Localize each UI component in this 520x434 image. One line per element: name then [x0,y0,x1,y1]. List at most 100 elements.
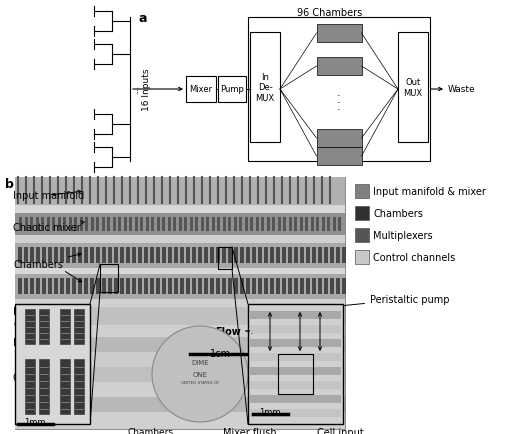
Bar [184,217,187,231]
Bar [180,247,184,263]
Bar [66,278,70,294]
Bar [306,247,310,263]
Bar [398,33,428,143]
Bar [25,359,35,414]
Bar [264,247,268,263]
Bar [218,77,246,103]
Bar [126,247,130,263]
Bar [282,247,286,263]
Bar [112,217,115,231]
Bar [300,278,304,294]
Bar [60,359,70,414]
Bar [25,309,35,344]
Bar [267,217,269,231]
Bar [355,184,369,198]
Bar [186,77,216,103]
Bar [234,278,238,294]
Bar [222,247,226,263]
Text: Input manifold & mixer: Input manifold & mixer [373,187,486,197]
Bar [318,247,322,263]
Bar [107,217,110,231]
Bar [204,247,208,263]
Bar [15,367,345,382]
Bar [138,278,142,294]
Bar [261,217,264,231]
Bar [54,278,58,294]
Bar [15,325,345,337]
Bar [246,247,250,263]
Text: Out
MUX: Out MUX [404,78,423,98]
Bar [228,247,232,263]
Text: Peristaltic pump: Peristaltic pump [282,294,449,313]
Text: Input sieve: Input sieve [13,337,86,347]
Bar [15,206,345,214]
Bar [300,247,304,263]
Bar [264,278,268,294]
Bar [167,217,171,231]
Bar [233,217,237,231]
Bar [258,247,262,263]
Bar [250,325,341,333]
Bar [30,217,33,231]
Bar [332,217,335,231]
Bar [48,247,52,263]
Text: 96 Chambers: 96 Chambers [297,8,362,18]
Bar [218,247,232,270]
Bar [41,217,44,231]
Bar [90,278,94,294]
Bar [250,217,253,231]
Text: 16 Inputs: 16 Inputs [142,69,151,111]
Bar [15,304,90,424]
Bar [96,217,99,231]
Text: Input manifold: Input manifold [13,191,84,201]
Bar [195,217,198,231]
Bar [140,217,143,231]
Text: 1mm: 1mm [259,407,281,416]
Bar [15,236,345,243]
Bar [239,217,242,231]
Bar [270,247,274,263]
Bar [15,299,345,307]
Bar [120,247,124,263]
Text: DIME: DIME [191,359,209,365]
Bar [24,217,28,231]
Bar [270,278,274,294]
Bar [30,278,34,294]
Bar [317,25,361,43]
Text: Mixer flush
output: Mixer flush output [223,413,277,434]
Bar [15,268,345,274]
Bar [15,352,345,367]
Bar [342,247,346,263]
Bar [294,217,297,231]
Text: In
De-
MUX: In De- MUX [255,73,275,103]
Bar [178,217,181,231]
Bar [216,278,220,294]
Bar [15,274,345,299]
Bar [240,247,244,263]
Bar [355,207,369,220]
Bar [330,247,334,263]
Bar [60,309,70,344]
Bar [118,217,121,231]
Bar [78,247,82,263]
Bar [250,339,341,347]
Bar [15,214,345,236]
Bar [162,247,166,263]
Bar [300,217,303,231]
Bar [186,278,190,294]
Bar [15,397,345,412]
Bar [102,278,106,294]
Bar [18,278,22,294]
Bar [228,278,232,294]
Bar [306,278,310,294]
Bar [36,278,40,294]
Bar [330,278,334,294]
Bar [192,247,196,263]
Text: Control channels: Control channels [373,253,455,263]
Bar [288,278,292,294]
Bar [66,247,70,263]
Bar [114,278,118,294]
Bar [168,278,172,294]
Bar [144,278,148,294]
Bar [201,217,203,231]
